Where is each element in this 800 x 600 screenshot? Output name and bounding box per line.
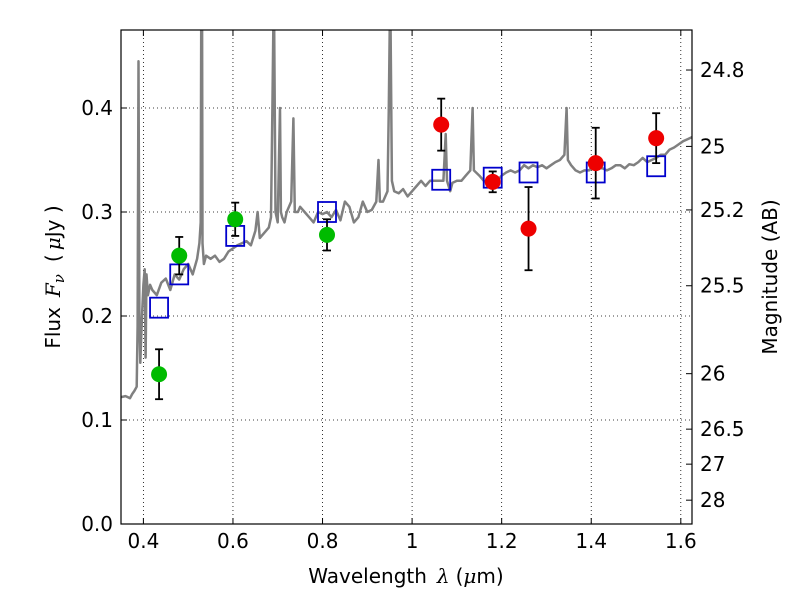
y-tick-label: 0.4 xyxy=(81,96,113,120)
observed-nir-point xyxy=(587,155,604,172)
y-axis-label: FluxFν(μJy ) xyxy=(41,205,68,348)
plot-frame xyxy=(120,29,693,525)
y2-tick-label: 26.5 xyxy=(700,417,745,441)
x-tick-label: 1 xyxy=(406,529,419,553)
x-tick-label: 1.4 xyxy=(575,529,607,553)
y-tick-label: 0.3 xyxy=(81,200,113,224)
y-tick-label: 0.2 xyxy=(81,304,113,328)
x-tick-label: 0.8 xyxy=(307,529,339,553)
observed-nir-point xyxy=(648,130,665,147)
y2-tick-label: 24.8 xyxy=(700,58,745,82)
x-tick-label: 1.6 xyxy=(665,529,697,553)
y2-tick-label: 25.2 xyxy=(700,198,745,222)
y2-tick-label: 26 xyxy=(700,362,725,386)
model-photometry-marker xyxy=(518,161,539,184)
y2-tick-label: 25 xyxy=(700,134,725,158)
model-photometry-marker xyxy=(149,296,169,319)
plot-area xyxy=(121,30,692,400)
data-markers xyxy=(149,97,667,401)
model-spectrum-line xyxy=(121,30,692,400)
y-tick-label: 0.1 xyxy=(81,408,113,432)
y-tick-label: 0.0 xyxy=(81,512,113,536)
y2-tick-label: 25.5 xyxy=(700,274,745,298)
y2-axis-label: Magnitude (AB) xyxy=(758,199,782,354)
model-photometry-marker xyxy=(431,168,452,191)
observed-optical-point xyxy=(227,211,244,228)
x-tick-label: 1.2 xyxy=(486,529,518,553)
y2-tick-label: 28 xyxy=(700,488,725,512)
observed-optical-point xyxy=(171,247,188,264)
observed-nir-point xyxy=(520,220,537,237)
axis-ticks: 0.4 0.6 0.8 1 1.2 1.4 1.6 0.0 0.1 0.2 0.3 0.4 24.8 25… xyxy=(81,30,745,553)
x-axis-label: Wavelength λ (μm) xyxy=(308,564,503,588)
observed-optical-point xyxy=(151,366,168,383)
observed-nir-point xyxy=(433,116,450,133)
observed-nir-point xyxy=(484,173,501,190)
y2-tick-label: 27 xyxy=(700,452,725,476)
x-tick-label: 0.6 xyxy=(217,529,249,553)
x-tick-label: 0.4 xyxy=(127,529,159,553)
observed-optical-point xyxy=(319,226,336,243)
